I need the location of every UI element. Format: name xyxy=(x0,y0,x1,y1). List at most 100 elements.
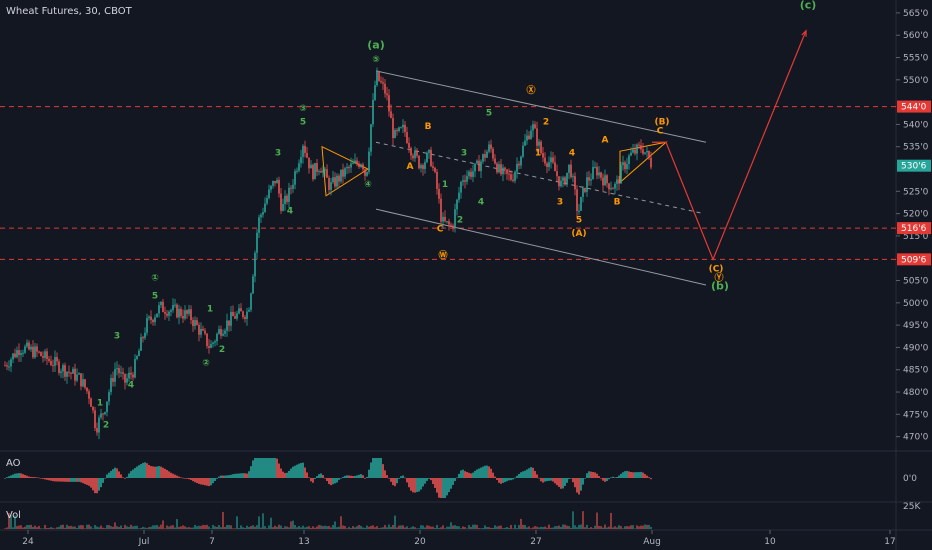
wave-label: 1 xyxy=(535,149,541,159)
volume-bar xyxy=(64,527,66,529)
candle-body xyxy=(174,304,176,306)
ao-bar xyxy=(104,478,106,479)
price-badge xyxy=(897,222,931,235)
price-axis[interactable]: 470'0 475'0 480'0 485'0 490'0 495'0 500'0 505'0… xyxy=(896,9,929,443)
candle-body xyxy=(176,304,178,318)
volume-bar xyxy=(274,525,276,529)
ao-bar xyxy=(360,474,362,478)
ao-bar xyxy=(410,478,412,491)
wave-label: (A) xyxy=(571,229,586,239)
ao-bar xyxy=(462,469,464,478)
ao-bar xyxy=(176,475,178,478)
ao-bar xyxy=(58,478,60,482)
volume-bar xyxy=(198,525,200,529)
ao-bar xyxy=(318,474,320,478)
channel-line xyxy=(375,208,707,286)
y-tick-label: 475'0 xyxy=(903,410,929,420)
volume-bar xyxy=(84,528,86,529)
volume-bar xyxy=(608,526,610,529)
ao-bar xyxy=(334,478,336,484)
ao-bar xyxy=(556,478,558,486)
price-badge-label: 544'0 xyxy=(901,103,927,113)
candle-body xyxy=(110,378,112,393)
ao-bar xyxy=(72,478,74,482)
ao-bar xyxy=(130,471,132,478)
volume-bar xyxy=(132,526,134,529)
ao-bar xyxy=(580,478,582,491)
ao-bar xyxy=(324,477,326,479)
ao-bar xyxy=(364,478,366,479)
ao-bar xyxy=(408,478,410,488)
volume-bar xyxy=(226,524,228,529)
wave-label: A xyxy=(602,135,609,145)
ao-bar xyxy=(390,478,392,482)
candle-body xyxy=(304,145,306,153)
ao-bar xyxy=(260,458,262,478)
ao-bar xyxy=(394,478,396,487)
candle-body xyxy=(478,160,480,172)
candle-body xyxy=(418,155,420,169)
candle-body xyxy=(30,346,32,350)
candle-body xyxy=(644,152,646,154)
candle-body xyxy=(426,152,428,163)
x-tick-label: 27 xyxy=(530,537,541,547)
candle-body xyxy=(342,169,344,177)
volume-bar xyxy=(50,527,52,529)
candle-body xyxy=(236,313,238,319)
ao-bar xyxy=(398,478,400,479)
ao-bar xyxy=(336,478,338,483)
volume-bar xyxy=(14,515,16,529)
candle-body xyxy=(168,311,170,316)
volume-bar xyxy=(632,525,634,529)
candle-body xyxy=(524,140,526,146)
candle-body xyxy=(612,188,614,190)
volume-bar xyxy=(476,524,478,529)
volume-bar xyxy=(458,526,460,529)
candle-body xyxy=(58,361,60,373)
candle-body xyxy=(208,346,210,348)
wave-label: 1 xyxy=(442,180,448,190)
volume-bar xyxy=(142,526,144,529)
candle-body xyxy=(38,351,40,353)
volume-bar xyxy=(460,528,462,529)
candle-body xyxy=(482,154,484,162)
candle-body xyxy=(340,169,342,182)
volume-bar xyxy=(368,526,370,529)
volume-bar xyxy=(200,525,202,529)
candle-body xyxy=(272,180,274,186)
ao-bar xyxy=(240,473,242,478)
candle-body xyxy=(376,71,378,86)
ao-bar xyxy=(494,476,496,478)
volume-bar xyxy=(530,528,532,529)
volume-bar xyxy=(66,524,68,529)
ao-bar xyxy=(644,474,646,478)
ao-bar xyxy=(424,478,426,484)
volume-bar xyxy=(156,524,158,529)
price-badge-label: 530'6 xyxy=(901,162,927,172)
candle-body xyxy=(554,162,556,172)
volume-bar xyxy=(536,526,538,529)
time-axis[interactable]: 24 Jul 7 13 20 27 Aug 10 17 xyxy=(22,530,896,547)
volume-bar xyxy=(344,525,346,529)
volume-bar xyxy=(392,524,394,529)
volume-bar xyxy=(54,528,56,529)
ao-bar xyxy=(516,475,518,478)
ao-bar xyxy=(330,478,332,486)
volume-bar xyxy=(154,525,156,529)
ao-bar xyxy=(362,475,364,478)
volume-bar xyxy=(328,525,330,529)
candle-body xyxy=(28,342,30,350)
volume-bar xyxy=(570,527,572,529)
candle-body xyxy=(562,177,564,181)
candle-body xyxy=(646,150,648,153)
ao-bar xyxy=(632,472,634,478)
ao-bar xyxy=(518,473,520,478)
candle-body xyxy=(136,356,138,360)
candle-body xyxy=(542,153,544,158)
y-tick-label: 485'0 xyxy=(903,366,929,376)
volume-bar xyxy=(146,528,148,529)
ao-bar xyxy=(498,478,500,483)
wave-label: ④ xyxy=(364,180,372,190)
